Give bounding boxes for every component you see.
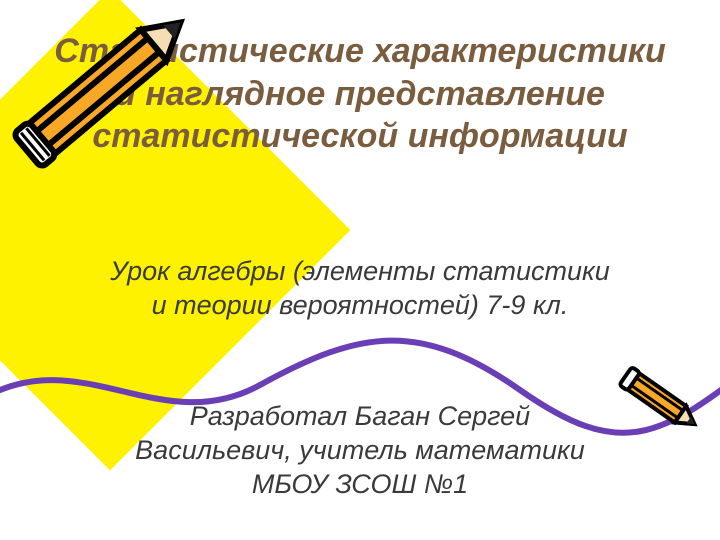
pencil-small-icon [610,350,710,450]
slide-author: Разработал Баган Сергей Васильевич, учит… [110,400,610,501]
slide-subtitle: Урок алгебры (элементы статистики и теор… [110,255,610,323]
pencil-large-icon [0,0,210,200]
